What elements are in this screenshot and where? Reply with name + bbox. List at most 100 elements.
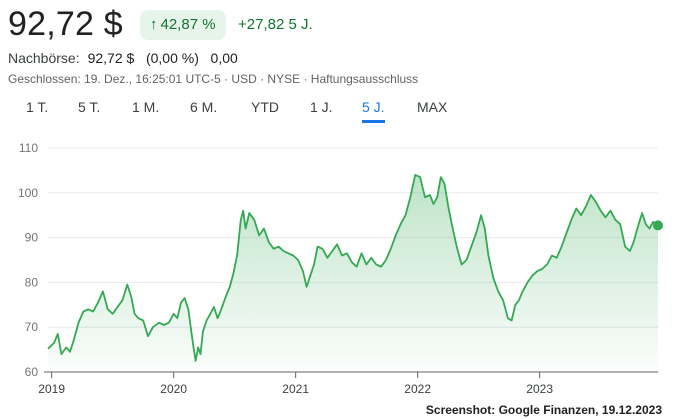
data-point	[268, 241, 270, 243]
data-point	[380, 266, 382, 268]
data-point	[652, 221, 654, 223]
percent-change-value: 42,87 %	[160, 16, 216, 33]
data-point	[444, 183, 446, 185]
y-tick-label: 100	[18, 186, 38, 200]
data-point	[475, 232, 477, 234]
data-point	[78, 322, 80, 324]
data-point	[220, 308, 222, 310]
data-point	[531, 275, 533, 277]
data-point	[217, 317, 219, 319]
data-point	[536, 270, 538, 272]
data-point	[53, 342, 55, 344]
x-tick-label: 2019	[38, 382, 65, 396]
data-point	[200, 353, 202, 355]
data-point	[551, 255, 553, 257]
tab-6-months[interactable]: 6 M.	[190, 99, 218, 115]
data-point	[619, 223, 621, 225]
data-point	[541, 268, 543, 270]
data-point	[522, 290, 524, 292]
after-hours-row: Nachbörse: 92,72 $ (0,00 %) 0,00	[8, 50, 238, 66]
data-point	[180, 302, 182, 304]
data-point	[297, 259, 299, 261]
data-point	[142, 319, 144, 321]
data-point	[292, 255, 294, 257]
data-point	[57, 333, 59, 335]
data-point	[487, 255, 489, 257]
data-point	[130, 295, 132, 297]
data-point	[336, 243, 338, 245]
data-point	[600, 210, 602, 212]
data-point	[331, 250, 333, 252]
data-point	[206, 319, 208, 321]
data-point	[97, 302, 99, 304]
arrow-up-icon: ↑	[150, 16, 158, 33]
data-point	[192, 344, 194, 346]
tab-5-days[interactable]: 5 T.	[78, 99, 101, 115]
tab-1-year[interactable]: 1 J.	[310, 99, 333, 115]
data-point	[302, 270, 304, 272]
data-point	[202, 331, 204, 333]
data-point	[409, 196, 411, 198]
data-point	[507, 317, 509, 319]
y-tick-label: 90	[25, 231, 39, 245]
data-point	[152, 326, 154, 328]
data-point	[480, 214, 482, 216]
x-tick-label: 2020	[160, 382, 187, 396]
data-point	[609, 210, 611, 212]
data-point	[429, 194, 431, 196]
data-point	[258, 234, 260, 236]
data-point	[546, 263, 548, 265]
data-point	[134, 313, 136, 315]
data-point	[121, 299, 123, 301]
data-point	[87, 308, 89, 310]
data-point	[636, 228, 638, 230]
data-point	[313, 263, 315, 265]
data-point	[518, 299, 520, 301]
data-point	[287, 252, 289, 254]
data-point	[361, 252, 363, 254]
data-point	[158, 322, 160, 324]
y-tick-label: 80	[25, 275, 39, 289]
price-area-fill	[48, 174, 658, 372]
data-point	[309, 275, 311, 277]
price-chart[interactable]: 60 70 80 90 100 110 2019 2020 2021 2022 2023	[0, 130, 674, 400]
data-point	[187, 308, 189, 310]
data-point	[232, 272, 234, 274]
data-point	[375, 263, 377, 265]
after-hours-label: Nachbörse:	[8, 50, 80, 66]
tab-1-day[interactable]: 1 T.	[26, 99, 49, 115]
tab-ytd[interactable]: YTD	[251, 99, 279, 115]
y-axis-ticks: 60 70 80 90 100 110	[18, 141, 38, 379]
data-point	[556, 257, 558, 259]
data-point	[102, 290, 104, 292]
data-point	[253, 219, 255, 221]
data-point	[461, 263, 463, 265]
data-point	[585, 205, 587, 207]
data-point	[424, 196, 426, 198]
data-point	[436, 196, 438, 198]
data-point	[65, 346, 67, 348]
data-point	[400, 223, 402, 225]
data-point	[69, 351, 71, 353]
data-point	[273, 248, 275, 250]
tab-max[interactable]: MAX	[417, 99, 448, 115]
data-point	[526, 281, 528, 283]
data-point	[176, 317, 178, 319]
data-point	[168, 322, 170, 324]
tab-1-month[interactable]: 1 M.	[132, 99, 160, 115]
data-point	[629, 250, 631, 252]
data-point	[419, 176, 421, 178]
data-point	[590, 194, 592, 196]
data-point	[570, 219, 572, 221]
data-point	[492, 277, 494, 279]
data-point	[225, 295, 227, 297]
data-point	[351, 261, 353, 263]
tab-5-years[interactable]: 5 J.	[362, 98, 385, 123]
data-point	[317, 246, 319, 248]
data-point	[282, 250, 284, 252]
data-point	[126, 284, 128, 286]
data-point	[197, 346, 199, 348]
data-point	[173, 313, 175, 315]
data-point	[648, 228, 650, 230]
data-point	[240, 219, 242, 221]
